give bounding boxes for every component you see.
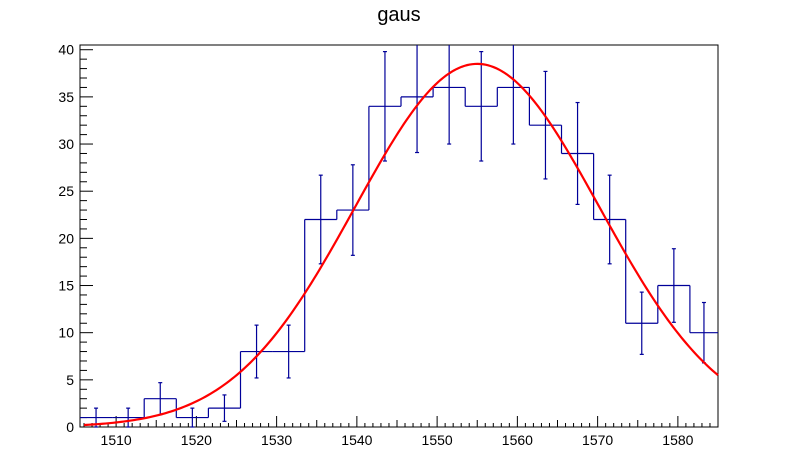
- x-tick-label: 1520: [181, 432, 212, 448]
- x-tick-label: 1530: [261, 432, 292, 448]
- histogram-bin: [272, 324, 305, 379]
- x-tick-label: 1580: [662, 432, 693, 448]
- plot-frame: [79, 44, 719, 428]
- y-tick-label: 30: [58, 136, 74, 152]
- histogram-bin: [465, 51, 498, 162]
- y-tick-label: 20: [58, 230, 74, 246]
- histogram-bin: [401, 45, 434, 154]
- y-tick-label: 5: [66, 372, 74, 388]
- histogram-bin: [593, 174, 626, 265]
- histogram-bin: [529, 70, 562, 180]
- x-tick-label: 1550: [422, 432, 453, 448]
- plot-area: 1510 1520 1530 1540 1550 1560 1570 158005101520…: [58, 42, 719, 448]
- x-tick-label: 1540: [341, 432, 372, 448]
- x-tick-label: 1510: [101, 432, 132, 448]
- y-tick-label: 25: [58, 183, 74, 199]
- histogram-bin: [497, 45, 530, 145]
- histogram-bin: [433, 45, 466, 145]
- histogram-bin: [625, 291, 658, 355]
- y-tick-label: 15: [58, 278, 74, 294]
- y-tick-label: 0: [66, 419, 74, 435]
- y-tick-label: 35: [58, 89, 74, 105]
- gaussian-fit-curve: [83, 62, 719, 427]
- y-tick-label: 40: [58, 42, 74, 58]
- histogram-bin: [112, 407, 145, 428]
- histogram-bin: [176, 407, 209, 428]
- histogram-bin: [368, 51, 402, 162]
- x-tick-label: 1560: [502, 432, 533, 448]
- histogram-bin: [240, 324, 273, 379]
- x-tick-label: 1570: [582, 432, 613, 448]
- histogram-bin: [657, 248, 690, 323]
- histogram-bin: [208, 394, 241, 422]
- chart-title: gaus: [377, 4, 420, 26]
- y-tick-label: 10: [58, 325, 74, 341]
- histogram-bin: [561, 101, 594, 206]
